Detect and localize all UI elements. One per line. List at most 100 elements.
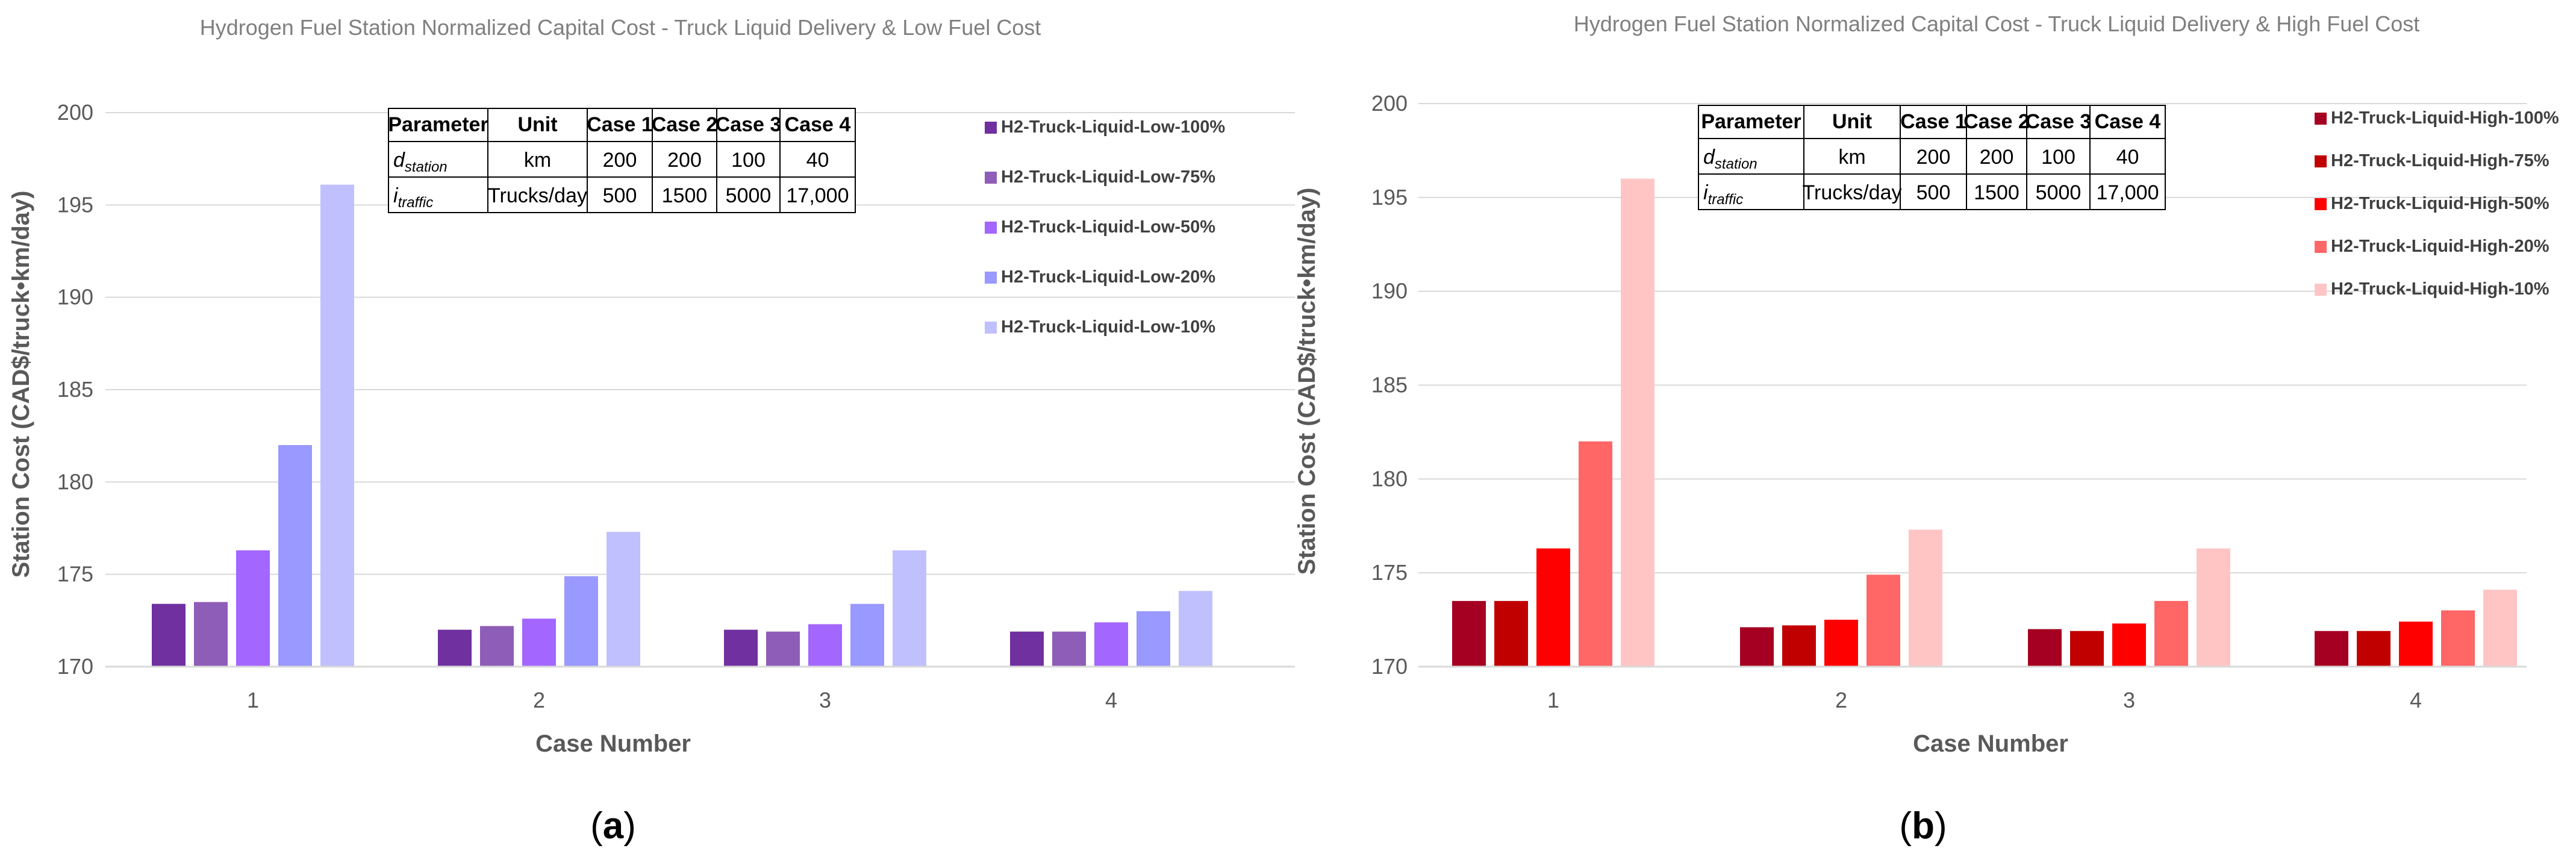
x-tick-label: 4 bbox=[1105, 688, 1117, 712]
x-tick-labels: 1 2 3 4 bbox=[1547, 688, 2422, 712]
legend-label: H2-Truck-Liquid-Low-20% bbox=[1001, 267, 1215, 287]
panel-caption: (a) bbox=[590, 805, 636, 847]
chart-panel-b: Hydrogen Fuel Station Normalized Capital… bbox=[1294, 11, 2559, 847]
x-tick-label: 2 bbox=[533, 688, 545, 712]
bar bbox=[1909, 529, 1942, 667]
legend: H2-Truck-Liquid-Low-100% H2-Truck-Liquid-… bbox=[985, 117, 1225, 337]
table-header-cell: Unit bbox=[517, 113, 557, 136]
table-unit-cell: km bbox=[524, 149, 551, 172]
table-value-cell: 200 bbox=[1916, 146, 1951, 169]
bar bbox=[480, 626, 514, 667]
chart-panel-a: Hydrogen Fuel Station Normalized Capital… bbox=[8, 15, 1295, 847]
bar bbox=[152, 603, 186, 667]
bar bbox=[607, 532, 640, 667]
table-value-cell: 40 bbox=[806, 149, 829, 172]
bar bbox=[1782, 625, 1816, 667]
bar bbox=[2483, 590, 2517, 667]
y-tick-label: 200 bbox=[57, 100, 93, 125]
y-tick-label: 175 bbox=[57, 562, 93, 587]
bar bbox=[438, 629, 472, 667]
table-header-cell: Case 3 bbox=[2026, 110, 2092, 133]
legend: H2-Truck-Liquid-High-100% H2-Truck-Liquid… bbox=[2315, 108, 2559, 299]
bar bbox=[2112, 623, 2146, 667]
bar bbox=[564, 576, 598, 667]
table-symbol-subscript: traffic bbox=[398, 195, 434, 211]
bar bbox=[1867, 575, 1900, 667]
bar bbox=[2399, 621, 2433, 667]
x-tick-label: 3 bbox=[819, 688, 831, 712]
table-value-cell: 1500 bbox=[1974, 181, 2019, 204]
x-axis-title: Case Number bbox=[1913, 730, 2068, 757]
table-symbol-subscript: station bbox=[405, 159, 448, 175]
bar bbox=[522, 618, 556, 667]
bar bbox=[1137, 611, 1170, 667]
table-value-cell: 500 bbox=[1916, 181, 1951, 204]
y-tick-label: 195 bbox=[1371, 185, 1408, 210]
table-header-cell: Case 3 bbox=[716, 113, 782, 136]
legend-swatch bbox=[2315, 198, 2327, 210]
legend-swatch bbox=[985, 122, 997, 134]
y-tick-label: 185 bbox=[1371, 373, 1408, 397]
legend-label: H2-Truck-Liquid-Low-75% bbox=[1001, 167, 1215, 187]
legend-swatch bbox=[2315, 113, 2327, 125]
bar bbox=[808, 624, 842, 667]
table-value-cell: 1500 bbox=[662, 184, 708, 207]
legend-label: H2-Truck-Liquid-Low-50% bbox=[1001, 217, 1215, 237]
legend-swatch bbox=[985, 322, 997, 334]
table-symbol-subscript: station bbox=[1715, 156, 1757, 172]
table-value-cell: 17,000 bbox=[2097, 181, 2159, 204]
legend-swatch bbox=[985, 272, 997, 284]
x-tick-label: 1 bbox=[1547, 688, 1559, 712]
x-tick-label: 2 bbox=[1835, 688, 1847, 712]
bar bbox=[2441, 610, 2475, 667]
table-frame bbox=[1698, 105, 2166, 210]
bar bbox=[1452, 600, 1486, 667]
legend-label: H2-Truck-Liquid-High-75% bbox=[2331, 151, 2549, 170]
x-axis-title: Case Number bbox=[535, 730, 691, 757]
table-value-cell: 200 bbox=[1980, 146, 2014, 169]
chart-title: Hydrogen Fuel Station Normalized Capital… bbox=[200, 15, 1041, 40]
legend-swatch bbox=[2315, 155, 2327, 167]
legend-label: H2-Truck-Liquid-Low-10% bbox=[1001, 317, 1215, 337]
y-tick-label: 190 bbox=[57, 285, 93, 310]
bar bbox=[194, 602, 228, 667]
y-tick-label: 170 bbox=[57, 654, 93, 679]
bar bbox=[893, 550, 926, 667]
table-header-cell: Case 2 bbox=[1963, 110, 2030, 133]
bar bbox=[1740, 627, 1774, 667]
bar bbox=[1179, 591, 1212, 667]
y-tick-label: 180 bbox=[57, 469, 93, 494]
table-value-cell: 5000 bbox=[2036, 181, 2082, 204]
y-tick-labels: 170 175 180 185 190 195 200 bbox=[57, 100, 93, 679]
table-header-cell: Case 2 bbox=[652, 113, 718, 136]
table-unit-cell: Trucks/day bbox=[488, 184, 587, 207]
table-header-cell: Case 4 bbox=[785, 113, 851, 136]
bar bbox=[2197, 548, 2230, 667]
bar bbox=[1094, 622, 1128, 667]
panel-caption: (b) bbox=[1899, 805, 1947, 847]
table-symbol-subscript: traffic bbox=[1708, 192, 1744, 208]
legend-label: H2-Truck-Liquid-Low-100% bbox=[1001, 117, 1225, 137]
table-frame bbox=[388, 108, 856, 213]
legend-label: H2-Truck-Liquid-High-20% bbox=[2331, 237, 2549, 256]
y-tick-labels: 170 175 180 185 190 195 200 bbox=[1371, 91, 1408, 679]
bar bbox=[320, 184, 354, 667]
x-tick-label: 1 bbox=[247, 688, 259, 712]
x-tick-label: 4 bbox=[2410, 688, 2422, 712]
table-header-cell: Parameter bbox=[388, 113, 488, 136]
legend-label: H2-Truck-Liquid-High-10% bbox=[2331, 279, 2549, 299]
table-value-cell: 5000 bbox=[726, 184, 772, 207]
bar bbox=[1010, 631, 1044, 667]
bar bbox=[2315, 631, 2348, 667]
bar bbox=[2070, 631, 2104, 667]
y-tick-label: 170 bbox=[1371, 654, 1408, 679]
y-tick-label: 195 bbox=[57, 192, 93, 217]
bar bbox=[1824, 620, 1858, 667]
legend-swatch bbox=[985, 172, 997, 184]
bar bbox=[2028, 629, 2062, 667]
bar bbox=[1536, 548, 1570, 667]
bar bbox=[850, 603, 884, 667]
table-value-cell: 40 bbox=[2116, 146, 2139, 169]
